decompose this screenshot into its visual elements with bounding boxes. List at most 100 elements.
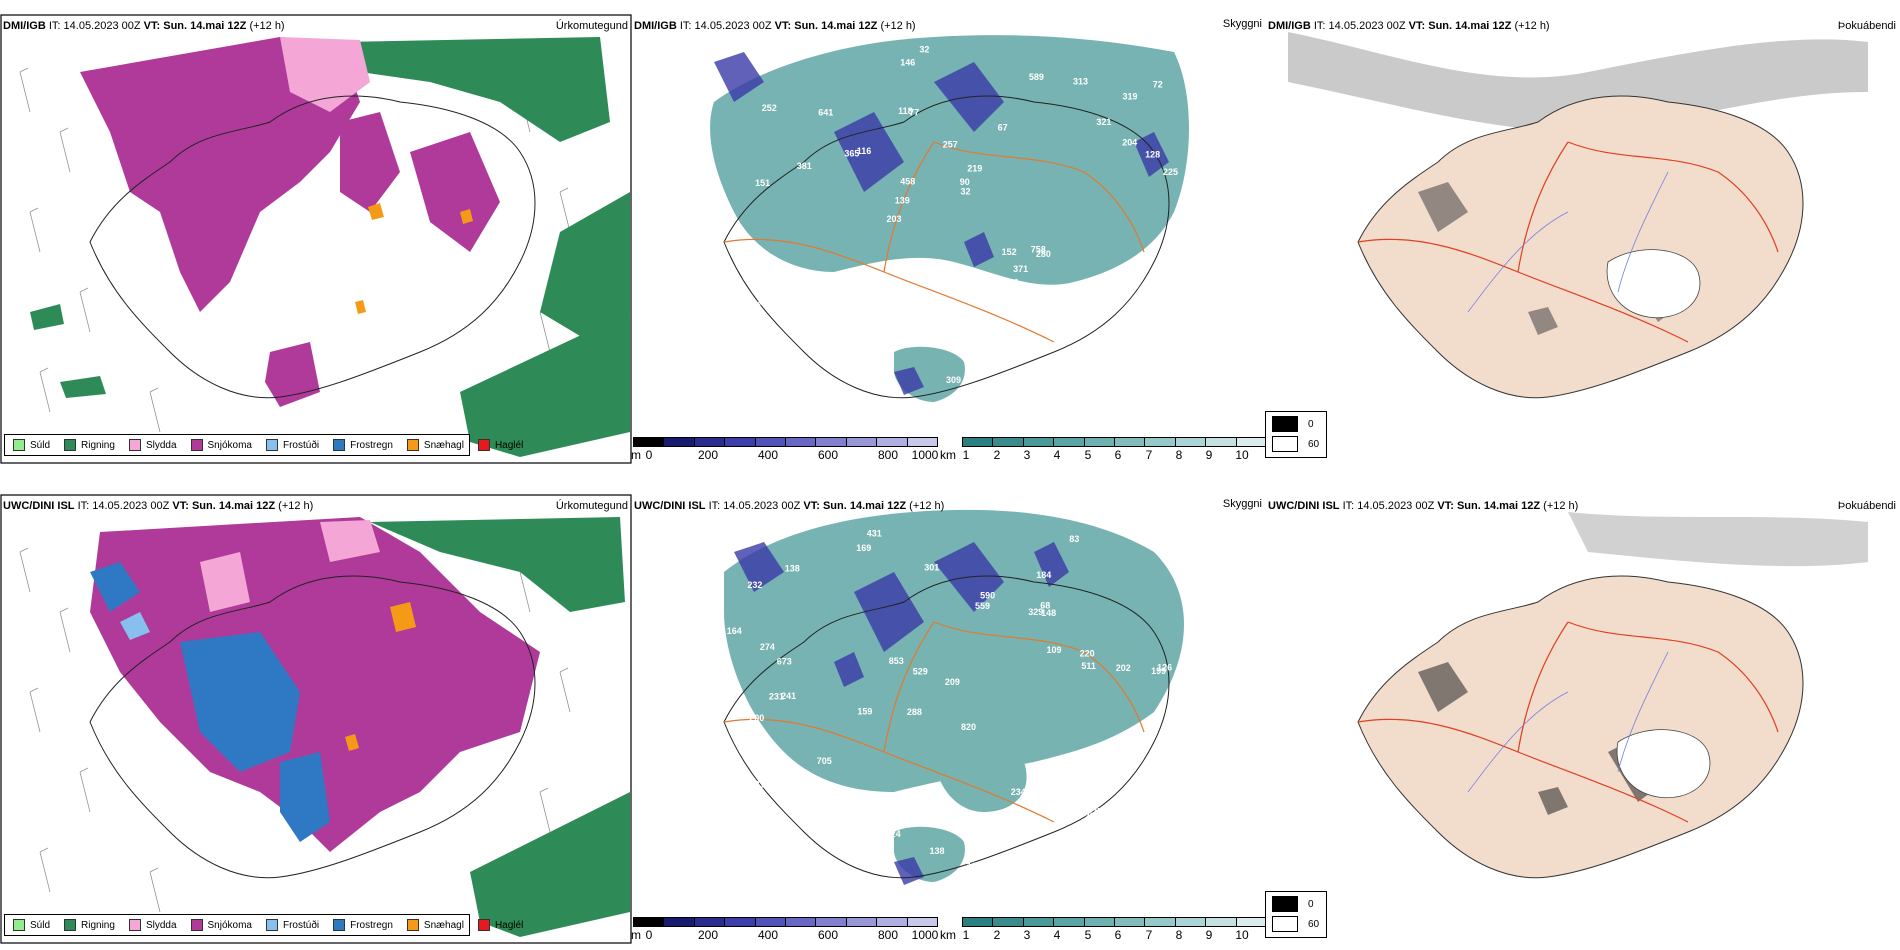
legend-item: Frostregn xyxy=(333,919,393,931)
fog-label: 60 xyxy=(1308,438,1320,450)
rain-areas xyxy=(370,517,630,937)
tick-label: 400 xyxy=(757,448,779,462)
it-value: 14.05.2023 00Z xyxy=(694,20,772,32)
model-name: DMI/IGB xyxy=(1268,20,1311,32)
visibility-value-label: 77 xyxy=(909,107,919,117)
visibility-value-label: 314 xyxy=(755,780,770,790)
visibility-value-label: 146 xyxy=(900,58,915,68)
visibility-value-label: 220 xyxy=(1093,823,1108,833)
tick-label: 4 xyxy=(1053,448,1061,462)
fog-colorbar-bottom: 0 60 xyxy=(1265,891,1327,938)
visibility-value-label: 511 xyxy=(1081,661,1096,671)
legend-item: Frostúði xyxy=(265,439,319,451)
visibility-value-label: 288 xyxy=(907,707,922,717)
vt-label: VT: Sun. 14.mai 12Z xyxy=(803,500,907,512)
iceland-outline xyxy=(89,95,536,399)
fog-panel-top: DMI/IGB IT: 14.05.2023 00Z VT: Sun. 14.m… xyxy=(1268,12,1900,464)
freezing-drizzle-areas xyxy=(120,612,150,640)
legend-item: Snæhagl xyxy=(406,439,464,451)
legend-label: Súld xyxy=(30,439,51,451)
precip-type-panel-top: DMI/IGB IT: 14.05.2023 00Z VT: Sun. 14.m… xyxy=(0,12,632,464)
visibility-value-label: 621 xyxy=(938,309,953,319)
fog-label: 0 xyxy=(1308,898,1314,910)
tick-label: 200 xyxy=(697,448,719,462)
legend-label: Snæhagl xyxy=(423,439,464,451)
legend-swatch xyxy=(406,439,419,451)
visibility-value-label: 152 xyxy=(1002,247,1017,257)
iceland-land xyxy=(1357,95,1804,399)
panel-header-bottom-left: UWC/DINI ISL IT: 14.05.2023 00Z VT: Sun.… xyxy=(3,500,313,512)
unit-label: m xyxy=(631,928,641,942)
visibility-value-label: 405 xyxy=(1115,357,1130,367)
visibility-value-label: 258 xyxy=(1092,807,1107,817)
lead-time: (+12 h) xyxy=(278,500,314,512)
visibility-value-label: 529 xyxy=(913,666,928,676)
legend-swatch xyxy=(265,439,278,451)
visibility-value-label: 589 xyxy=(1029,72,1044,82)
fog-shading xyxy=(1288,32,1868,132)
visibility-value-label: 820 xyxy=(961,722,976,732)
panel-title: Skyggni xyxy=(1222,18,1262,30)
lead-time: (+12 h) xyxy=(1543,500,1579,512)
visibility-value-label: 106 xyxy=(819,352,834,362)
legend-swatch xyxy=(477,919,490,931)
legend-swatch xyxy=(190,919,203,931)
visibility-value-label: 673 xyxy=(777,657,792,667)
visibility-value-label: 138 xyxy=(930,846,945,856)
panel-header-top-left: DMI/IGB IT: 14.05.2023 00Z VT: Sun. 14.m… xyxy=(3,20,285,32)
rivers xyxy=(1467,651,1669,793)
it-value: 14.05.2023 00Z xyxy=(1328,20,1406,32)
lead-time: (+12 h) xyxy=(880,20,916,32)
visibility-value-label: 138 xyxy=(967,861,982,871)
iceland-land xyxy=(1357,575,1804,879)
iceland-outline xyxy=(89,575,536,879)
model-name: UWC/DINI ISL xyxy=(3,500,75,512)
low-visibility-teal xyxy=(724,509,1184,882)
visibility-value-label: 231 xyxy=(769,691,784,701)
legend-swatch xyxy=(265,919,278,931)
panel-title: Úrkomutegund xyxy=(555,20,628,32)
visibility-value-label: 287 xyxy=(757,297,772,307)
legend-label: Slydda xyxy=(145,919,177,931)
visibility-value-label: 553 xyxy=(732,772,747,782)
it-label: IT: xyxy=(679,20,692,32)
legend-label: Súld xyxy=(30,919,51,931)
fog-label: 60 xyxy=(1308,918,1320,930)
visibility-value-label: 87 xyxy=(993,323,1003,333)
visibility-value-label: 431 xyxy=(867,528,882,538)
visibility-value-label: 232 xyxy=(747,580,762,590)
visibility-value-label: 220 xyxy=(770,290,785,300)
very-low-visibility-blue xyxy=(714,52,1169,395)
visibility-value-label: 230 xyxy=(1085,811,1100,821)
visibility-m-ticks: m 0 200 400 600 800 1000 xyxy=(631,448,939,462)
legend-swatch xyxy=(64,439,77,451)
tick-label: 1000 xyxy=(911,448,939,462)
legend-label: Snæhagl xyxy=(423,919,464,931)
tick-label: 0 xyxy=(645,928,653,942)
visibility-value-label: 83 xyxy=(1069,534,1079,544)
visibility-value-label: 128 xyxy=(1145,149,1160,159)
tick-label: 7 xyxy=(1145,928,1153,942)
legend-swatch xyxy=(477,439,490,451)
iceland-outline xyxy=(723,575,1170,879)
precip-type-map-bottom xyxy=(0,494,632,944)
visibility-value-label: 888 xyxy=(1110,320,1125,330)
visibility-value-label: 319 xyxy=(1123,91,1138,101)
fog-map-bottom xyxy=(1357,512,1868,879)
visibility-value-label: 159 xyxy=(857,707,872,717)
tick-label: 8 xyxy=(1175,448,1183,462)
visibility-value-label: 234 xyxy=(1011,787,1026,797)
fog-legend-row: 0 xyxy=(1272,896,1320,912)
fog-label: 0 xyxy=(1308,418,1314,430)
panel-title: Úrkomutegund xyxy=(555,500,628,512)
tick-label: 9 xyxy=(1205,448,1213,462)
visibility-value-label: 200 xyxy=(749,713,764,723)
tick-label: 5 xyxy=(1084,448,1092,462)
visibility-value-label: 113 xyxy=(1009,851,1024,861)
it-value: 14.05.2023 00Z xyxy=(92,500,170,512)
visibility-value-label: 83 xyxy=(807,328,817,338)
legend-swatch xyxy=(406,919,419,931)
legend-item: Snjókoma xyxy=(190,919,252,931)
lead-time: (+12 h) xyxy=(249,20,285,32)
panel-header-top-right: DMI/IGB IT: 14.05.2023 00Z VT: Sun. 14.m… xyxy=(1268,20,1550,32)
